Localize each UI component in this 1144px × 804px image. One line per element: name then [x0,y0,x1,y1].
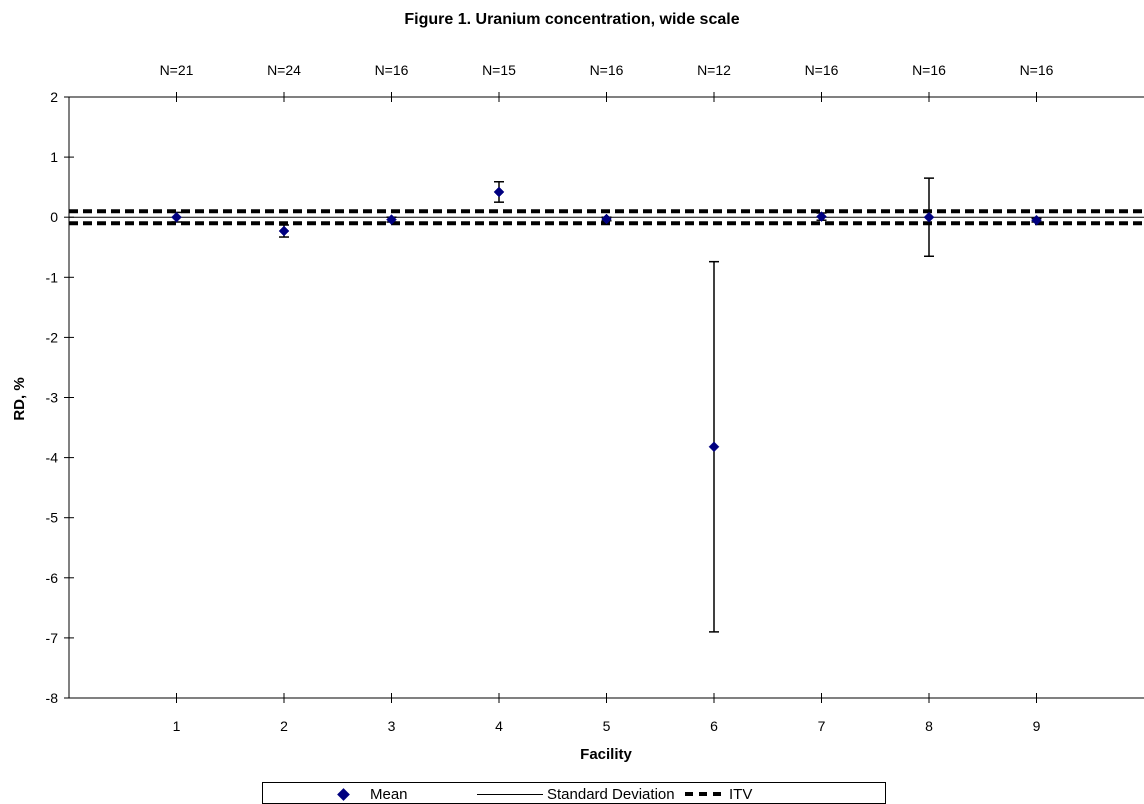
axes: 2 1 0 -1 -2 -3 -4 -5 -6 -7 -8 1 N=21 2 N=24 3 N=16 4 N=15 5… [46,62,1144,734]
y-tick-label: -7 [46,630,59,646]
legend-label-mean: Mean [370,785,408,803]
top-count-label: N=21 [160,62,194,78]
x-tick-label: 5 [603,718,611,734]
top-count-label: N=16 [1020,62,1054,78]
x-axis-title: Facility [580,746,632,763]
legend: Mean Standard Deviation ITV [262,782,886,804]
x-tick-label: 7 [818,718,826,734]
y-axis-title: RD, % [11,377,28,420]
top-count-label: N=16 [375,62,409,78]
y-tick-label: -5 [46,510,59,526]
top-count-label: N=16 [590,62,624,78]
mean-point [171,211,182,223]
y-tick-label: 1 [50,149,58,165]
y-tick-label: -4 [46,450,59,466]
mean-point [1031,214,1042,226]
y-tick-label: -6 [46,570,59,586]
x-tick-label: 3 [388,718,396,734]
mean-point [601,213,612,225]
y-tick-label: 0 [50,209,58,225]
chart-title: Figure 1. Uranium concentration, wide sc… [404,11,739,28]
legend-item-mean: Mean [337,785,408,803]
top-count-label: N=16 [805,62,839,78]
y-tick-label: -8 [46,690,59,706]
solid-line-icon [477,793,543,795]
x-tick-label: 8 [925,718,933,734]
x-tick-label: 9 [1033,718,1041,734]
top-count-label: N=16 [912,62,946,78]
diamond-marker-icon [337,787,350,801]
mean-point [493,186,505,198]
y-tick-label: 2 [50,89,58,105]
x-tick-label: 2 [280,718,288,734]
mean-point [386,214,397,225]
legend-item-itv: ITV [685,785,752,803]
y-tick-label: -2 [46,329,59,345]
top-count-label: N=24 [267,62,301,78]
mean-point [278,225,290,237]
mean-point [816,211,827,222]
top-count-label: N=15 [482,62,516,78]
top-count-label: N=12 [697,62,731,78]
dashed-line-icon [685,792,721,796]
x-tick-label: 6 [710,718,718,734]
mean-point [708,441,720,453]
chart: Figure 1. Uranium concentration, wide sc… [11,11,1144,763]
y-tick-label: -1 [46,269,59,285]
legend-label-standard-deviation: Standard Deviation [547,785,675,803]
mean-point [923,211,935,223]
legend-item-standard-deviation: Standard Deviation [477,785,675,803]
x-tick-label: 1 [173,718,181,734]
y-tick-label: -3 [46,390,59,406]
x-tick-label: 4 [495,718,503,734]
legend-label-itv: ITV [729,785,753,803]
data-series [171,177,1042,633]
